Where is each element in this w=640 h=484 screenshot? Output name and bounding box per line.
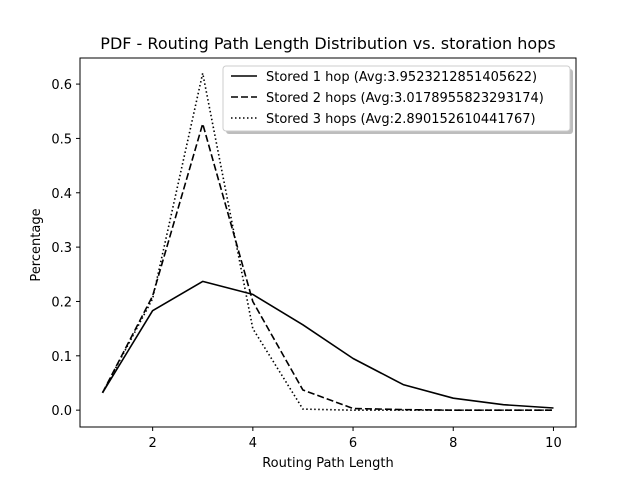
x-axis-label: Routing Path Length [262, 456, 394, 471]
y-axis-label: Percentage [29, 208, 44, 281]
y-tick-label: 0.3 [51, 241, 72, 256]
legend-box [222, 65, 571, 132]
y-tick-label: 0.4 [51, 187, 72, 202]
series-line-1 [101, 280, 554, 409]
series-line-3 [101, 72, 554, 412]
plot-area: 2 4 6 8 10 0.0 0.1 0.2 0.3 0.4 0.5 0.6 [51, 57, 577, 451]
y-tick-label: 0.1 [51, 350, 72, 365]
x-tick-label: 6 [349, 436, 357, 451]
plot-frame [79, 57, 577, 428]
legend: Stored 1 hop (Avg:3.9523212851405622) Sto… [222, 65, 573, 134]
y-tick-label: 0.2 [51, 295, 72, 310]
x-tick-label: 4 [249, 436, 257, 451]
y-tick-label: 0.0 [51, 404, 72, 419]
x-tick-label: 8 [449, 436, 457, 451]
legend-label-2: Stored 2 hops (Avg:3.0178955823293174) [266, 91, 544, 106]
chart-title: PDF - Routing Path Length Distribution v… [100, 34, 555, 53]
x-tick-label: 10 [545, 436, 562, 451]
y-tick-label: 0.6 [51, 78, 72, 93]
legend-label-1: Stored 1 hop (Avg:3.9523212851405622) [266, 70, 537, 85]
y-tick-label: 0.5 [51, 132, 72, 147]
x-tick-label: 2 [149, 436, 157, 451]
legend-label-3: Stored 3 hops (Avg:2.890152610441767) [266, 112, 536, 127]
